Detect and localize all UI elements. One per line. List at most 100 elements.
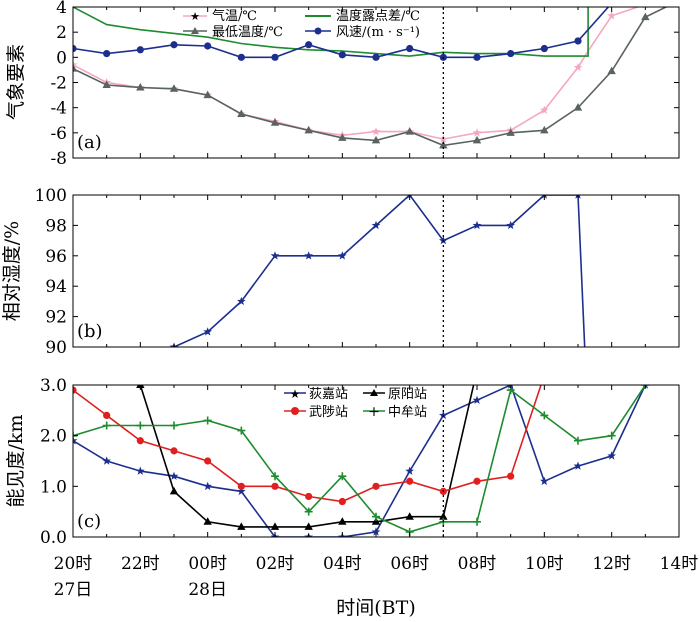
data-point-a-1 (439, 140, 448, 149)
data-point-a-1 (371, 135, 381, 144)
data-point-a-1 (472, 135, 482, 144)
data-point-a-3 (103, 49, 111, 58)
data-point-c-3 (338, 472, 347, 481)
data-point-c-2 (271, 482, 279, 490)
data-point-a-0 (573, 62, 583, 72)
data-point-c-3 (304, 507, 313, 516)
data-point-c-3 (237, 426, 246, 435)
panel-c-tag: (c) (77, 511, 101, 532)
data-point-b-0 (237, 296, 246, 306)
data-point-c-2 (170, 447, 178, 455)
data-point-c-0 (472, 395, 482, 404)
x-tick-label: 22时 (121, 554, 160, 574)
legend-a-marker-0: ★ (190, 10, 200, 23)
y-tick-label: -2 (50, 74, 67, 94)
data-point-c-2 (473, 477, 481, 485)
series-line-a-2 (73, 7, 589, 57)
y-tick-label: 2.0 (40, 427, 67, 447)
data-point-a-1 (73, 64, 78, 72)
x-tick-label: 06时 (390, 554, 429, 574)
data-point-b-0 (506, 220, 515, 230)
legend-a-label-0: 气温/℃ (212, 8, 257, 24)
legend-a-label-2: 温度露点差/℃ (336, 8, 420, 24)
panel-b-frame (72, 194, 680, 348)
legend-c-label-1: 原阳站 (388, 387, 427, 402)
data-point-a-3 (237, 53, 245, 61)
data-point-c-0 (573, 461, 583, 470)
series-line-b-0 (173, 195, 586, 347)
data-point-a-1 (540, 125, 549, 134)
data-point-c-0 (237, 486, 246, 496)
data-point-a-0 (607, 11, 616, 20)
data-point-c-3 (271, 472, 279, 481)
data-point-c-3 (473, 517, 481, 526)
panel-c: 0.0 1.0 2.0 3.0 20时 27日 22时 00时 28日 02时 04时 06时 08时… (5, 376, 698, 619)
legend-c-label-2: 武陟站 (309, 405, 348, 420)
panel-a-ylabel: 气象要素 (5, 44, 27, 120)
data-point-c-1 (304, 522, 313, 530)
data-point-c-3 (540, 411, 549, 420)
data-point-c-2 (406, 477, 414, 485)
data-point-c-0 (371, 527, 381, 536)
data-point-c-1 (203, 517, 212, 525)
y-tick-label: 2 (56, 23, 67, 43)
y-tick-label: 4 (56, 0, 67, 18)
data-point-c-3 (136, 421, 145, 430)
data-point-c-3 (607, 431, 616, 440)
data-point-b-0 (472, 220, 482, 230)
data-point-a-1 (203, 90, 212, 99)
data-point-c-0 (136, 466, 145, 475)
data-point-a-1 (237, 109, 246, 117)
data-point-c-0 (102, 456, 111, 465)
data-point-b-0 (338, 251, 347, 260)
data-point-c-0 (439, 410, 448, 420)
data-point-c-2 (237, 482, 245, 490)
y-tick-label: 3.0 (40, 376, 67, 396)
data-point-c-3 (203, 416, 212, 425)
data-point-a-1 (506, 128, 515, 136)
data-point-c-2 (136, 437, 144, 445)
data-point-a-1 (338, 133, 347, 141)
x-tick-date: 28日 (188, 580, 227, 600)
data-point-c-2 (372, 482, 380, 490)
x-tick-label: 14时 (660, 554, 699, 574)
data-point-c-3 (102, 421, 111, 430)
legend-c-marker-2 (291, 407, 299, 415)
x-tick-label: 08时 (458, 554, 497, 574)
legend-c: ★ 荻嘉站 武陟站 原阳站 + 中牟站 (284, 387, 427, 420)
data-point-a-0 (675, 0, 684, 4)
data-point-c-1 (237, 522, 246, 530)
data-point-a-1 (169, 84, 179, 92)
data-point-a-3 (406, 44, 414, 53)
data-point-a-3 (473, 53, 481, 61)
data-point-c-1 (169, 486, 179, 495)
data-point-a-1 (304, 125, 313, 134)
data-point-c-0 (540, 476, 549, 485)
legend-a-label-3: 风速/(m · s⁻¹) (336, 25, 420, 40)
series-line-c-0 (73, 385, 647, 537)
x-tick-label: 02时 (256, 554, 295, 574)
x-tick-label: 20时 (54, 554, 93, 574)
data-point-a-3 (204, 42, 212, 50)
x-tick-label: 04时 (323, 554, 362, 574)
data-point-a-1 (102, 80, 111, 89)
data-point-c-0 (73, 436, 78, 445)
data-point-a-3 (574, 37, 582, 45)
data-point-a-3 (608, 0, 615, 7)
y-tick-label: -8 (50, 149, 67, 169)
data-point-c-2 (338, 497, 346, 506)
data-point-a-3 (338, 51, 346, 59)
data-point-a-3 (170, 41, 178, 49)
data-point-a-1 (607, 66, 616, 75)
x-tick-label: 00时 (188, 554, 227, 574)
data-point-a-3 (372, 53, 380, 61)
y-tick-label: -4 (50, 99, 67, 119)
data-point-c-0 (607, 451, 616, 460)
data-point-c-3 (574, 436, 582, 445)
panel-a-tag: (a) (77, 132, 102, 153)
data-point-b-0 (203, 327, 212, 336)
series-line-c-3 (73, 385, 646, 533)
data-point-a-1 (675, 0, 683, 4)
data-point-c-0 (203, 481, 212, 491)
data-point-c-1 (338, 517, 347, 525)
